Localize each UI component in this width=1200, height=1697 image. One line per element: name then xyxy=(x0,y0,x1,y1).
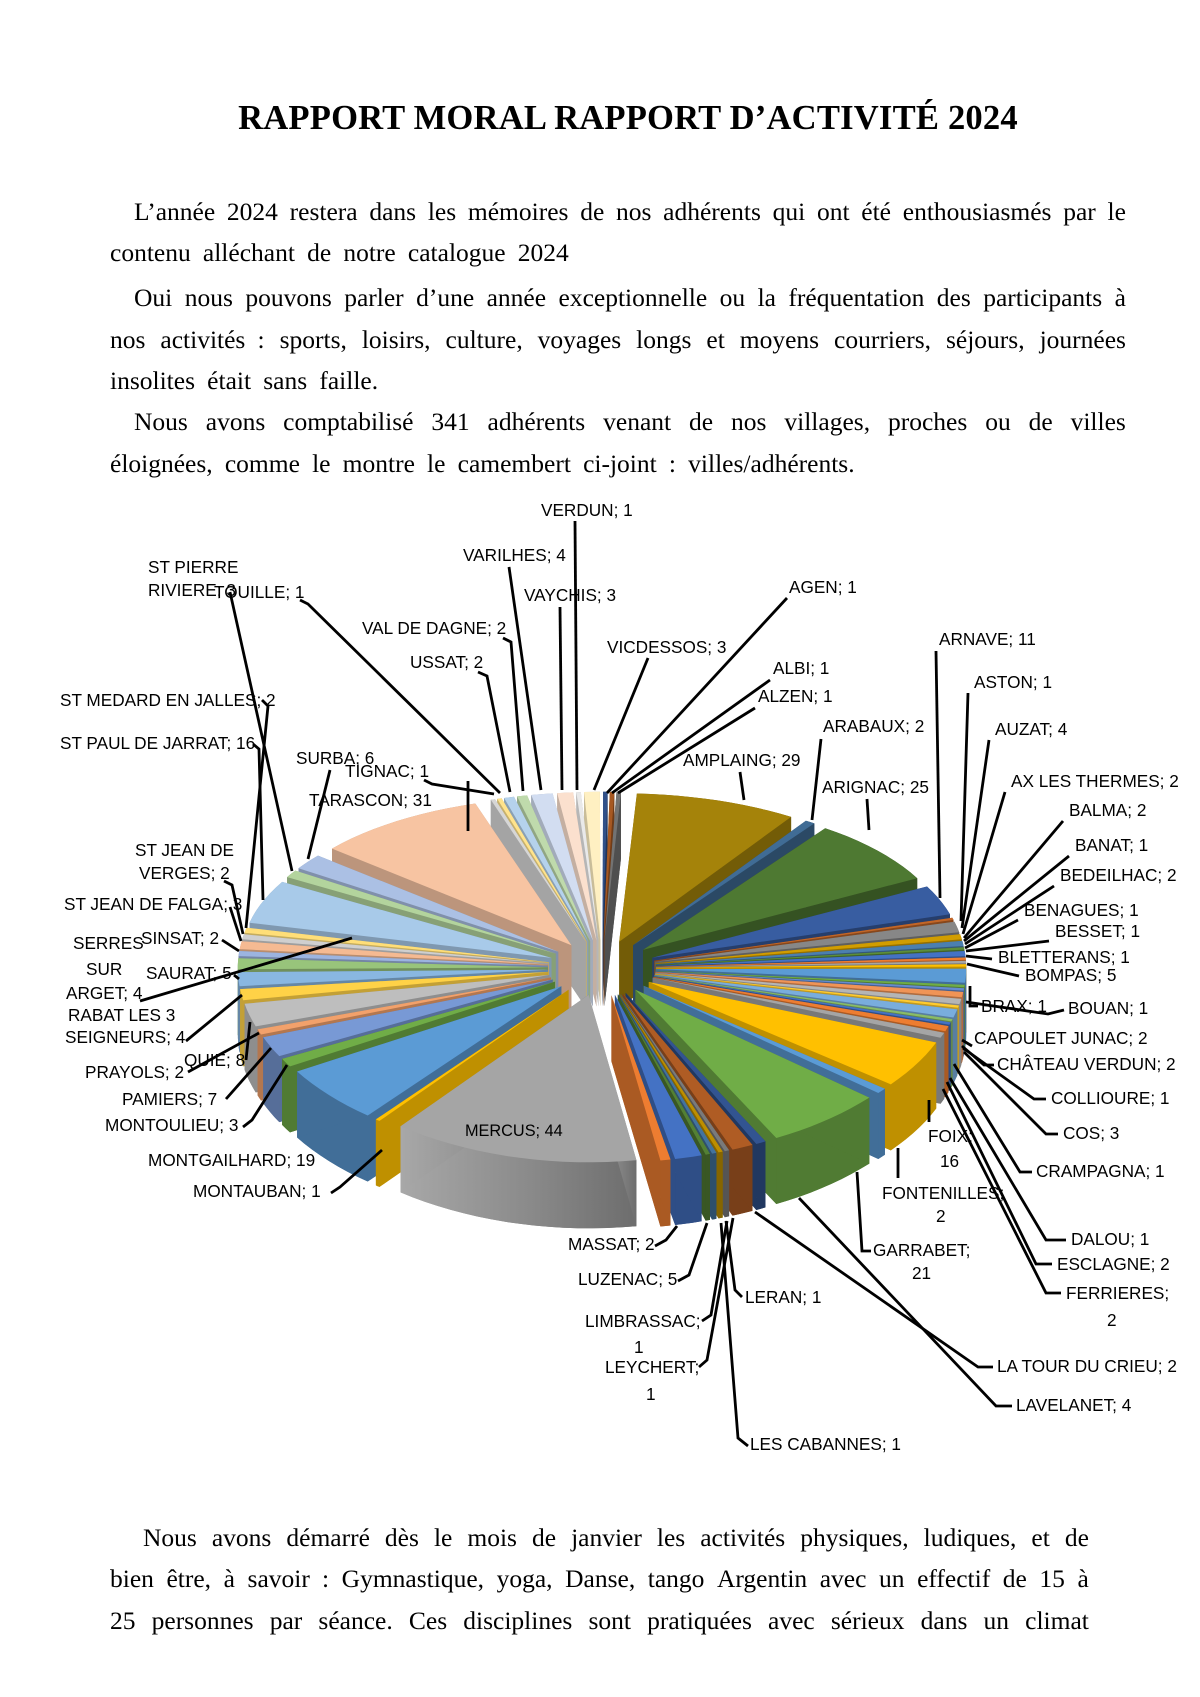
svg-text:ALBI; 1: ALBI; 1 xyxy=(773,658,829,678)
svg-text:LA TOUR DU CRIEU; 2: LA TOUR DU CRIEU; 2 xyxy=(997,1356,1177,1376)
svg-text:VERDUN; 1: VERDUN; 1 xyxy=(541,500,633,520)
svg-text:ARABAUX; 2: ARABAUX; 2 xyxy=(823,716,924,736)
svg-text:CRAMPAGNA; 1: CRAMPAGNA; 1 xyxy=(1036,1161,1165,1181)
svg-text:LAVELANET; 4: LAVELANET; 4 xyxy=(1016,1395,1132,1415)
svg-text:VAL DE DAGNE; 2: VAL DE DAGNE; 2 xyxy=(362,618,506,638)
svg-text:PRAYOLS; 2: PRAYOLS; 2 xyxy=(85,1062,184,1082)
svg-text:21: 21 xyxy=(912,1263,931,1283)
svg-text:TIGNAC; 1: TIGNAC; 1 xyxy=(345,761,429,781)
svg-text:BEDEILHAC; 2: BEDEILHAC; 2 xyxy=(1060,865,1177,885)
svg-text:ARGET; 4: ARGET; 4 xyxy=(66,983,143,1003)
svg-text:1: 1 xyxy=(646,1384,656,1404)
svg-text:ARIGNAC; 25: ARIGNAC; 25 xyxy=(822,777,929,797)
svg-text:VARILHES; 4: VARILHES; 4 xyxy=(463,545,566,565)
svg-text:VICDESSOS; 3: VICDESSOS; 3 xyxy=(607,637,726,657)
svg-text:ARNAVE; 11: ARNAVE; 11 xyxy=(939,629,1036,649)
svg-text:LEYCHERT;: LEYCHERT; xyxy=(605,1357,699,1377)
svg-text:FERRIERES;: FERRIERES; xyxy=(1066,1283,1169,1303)
svg-text:RIVIERE; 3: RIVIERE; 3 xyxy=(148,580,236,600)
svg-text:BENAGUES; 1: BENAGUES; 1 xyxy=(1024,900,1139,920)
svg-text:MONTOULIEU; 3: MONTOULIEU; 3 xyxy=(105,1115,238,1135)
svg-text:ESCLAGNE; 2: ESCLAGNE; 2 xyxy=(1057,1254,1170,1274)
svg-text:BOMPAS; 5: BOMPAS; 5 xyxy=(1025,965,1116,985)
svg-text:ST PAUL DE JARRAT; 16: ST PAUL DE JARRAT; 16 xyxy=(60,733,255,753)
svg-text:MASSAT; 2: MASSAT; 2 xyxy=(568,1234,655,1254)
svg-text:USSAT; 2: USSAT; 2 xyxy=(410,652,483,672)
svg-text:VAYCHIS; 3: VAYCHIS; 3 xyxy=(524,585,616,605)
svg-text:LIMBRASSAC;: LIMBRASSAC; xyxy=(585,1311,701,1331)
svg-text:MONTAUBAN; 1: MONTAUBAN; 1 xyxy=(193,1181,321,1201)
svg-text:MERCUS; 44: MERCUS; 44 xyxy=(465,1122,563,1140)
svg-text:VERGES; 2: VERGES; 2 xyxy=(139,863,230,883)
svg-text:AMPLAING; 29: AMPLAING; 29 xyxy=(683,750,801,770)
svg-text:ST JEAN DE FALGA; 3: ST JEAN DE FALGA; 3 xyxy=(64,894,242,914)
svg-text:ST MEDARD EN JALLES; 2: ST MEDARD EN JALLES; 2 xyxy=(60,690,276,710)
svg-text:SUR: SUR xyxy=(86,959,122,979)
svg-text:LERAN; 1: LERAN; 1 xyxy=(745,1287,821,1307)
svg-text:BLETTERANS; 1: BLETTERANS; 1 xyxy=(998,947,1130,967)
svg-text:MONTGAILHARD; 19: MONTGAILHARD; 19 xyxy=(148,1150,315,1170)
svg-text:BRAX; 1: BRAX; 1 xyxy=(981,996,1047,1016)
svg-text:2: 2 xyxy=(936,1206,946,1226)
svg-text:TOUILLE; 1: TOUILLE; 1 xyxy=(214,582,304,602)
svg-text:SAURAT; 5: SAURAT; 5 xyxy=(146,963,232,983)
svg-text:COLLIOURE; 1: COLLIOURE; 1 xyxy=(1051,1088,1169,1108)
svg-text:BANAT; 1: BANAT; 1 xyxy=(1075,835,1148,855)
svg-text:COS; 3: COS; 3 xyxy=(1063,1123,1119,1143)
svg-text:TARASCON; 31: TARASCON; 31 xyxy=(309,790,432,810)
svg-text:2: 2 xyxy=(1107,1310,1117,1330)
svg-text:GARRABET;: GARRABET; xyxy=(873,1240,970,1260)
svg-text:16: 16 xyxy=(940,1151,959,1171)
svg-text:SERRES: SERRES xyxy=(73,933,144,953)
svg-text:AUZAT; 4: AUZAT; 4 xyxy=(995,719,1068,739)
svg-text:ST JEAN DE: ST JEAN DE xyxy=(135,840,234,860)
svg-text:QUIE; 8: QUIE; 8 xyxy=(184,1050,245,1070)
svg-text:LUZENAC; 5: LUZENAC; 5 xyxy=(578,1269,677,1289)
svg-text:CHÂTEAU VERDUN; 2: CHÂTEAU VERDUN; 2 xyxy=(997,1054,1176,1074)
svg-text:SURBA; 6: SURBA; 6 xyxy=(296,748,374,768)
svg-text:FOIX;: FOIX; xyxy=(928,1126,973,1146)
svg-text:PAMIERS; 7: PAMIERS; 7 xyxy=(122,1089,217,1109)
svg-text:FONTENILLES;: FONTENILLES; xyxy=(882,1183,1004,1203)
svg-text:RABAT LES 3: RABAT LES 3 xyxy=(68,1005,175,1025)
svg-text:DALOU; 1: DALOU; 1 xyxy=(1071,1229,1149,1249)
svg-text:AX LES THERMES; 2: AX LES THERMES; 2 xyxy=(1011,771,1179,791)
svg-text:BOUAN; 1: BOUAN; 1 xyxy=(1068,998,1148,1018)
svg-text:CAPOULET JUNAC; 2: CAPOULET JUNAC; 2 xyxy=(974,1028,1148,1048)
svg-text:SINSAT; 2: SINSAT; 2 xyxy=(141,928,219,948)
svg-text:SEIGNEURS; 4: SEIGNEURS; 4 xyxy=(65,1027,186,1047)
svg-text:BESSET; 1: BESSET; 1 xyxy=(1055,921,1140,941)
svg-text:BALMA; 2: BALMA; 2 xyxy=(1069,800,1146,820)
svg-text:LES CABANNES; 1: LES CABANNES; 1 xyxy=(750,1434,901,1454)
svg-text:ASTON; 1: ASTON; 1 xyxy=(974,672,1052,692)
svg-text:ST PIERRE: ST PIERRE xyxy=(148,557,238,577)
svg-text:1: 1 xyxy=(634,1337,644,1357)
svg-text:ALZEN; 1: ALZEN; 1 xyxy=(758,686,833,706)
svg-text:AGEN; 1: AGEN; 1 xyxy=(789,577,857,597)
